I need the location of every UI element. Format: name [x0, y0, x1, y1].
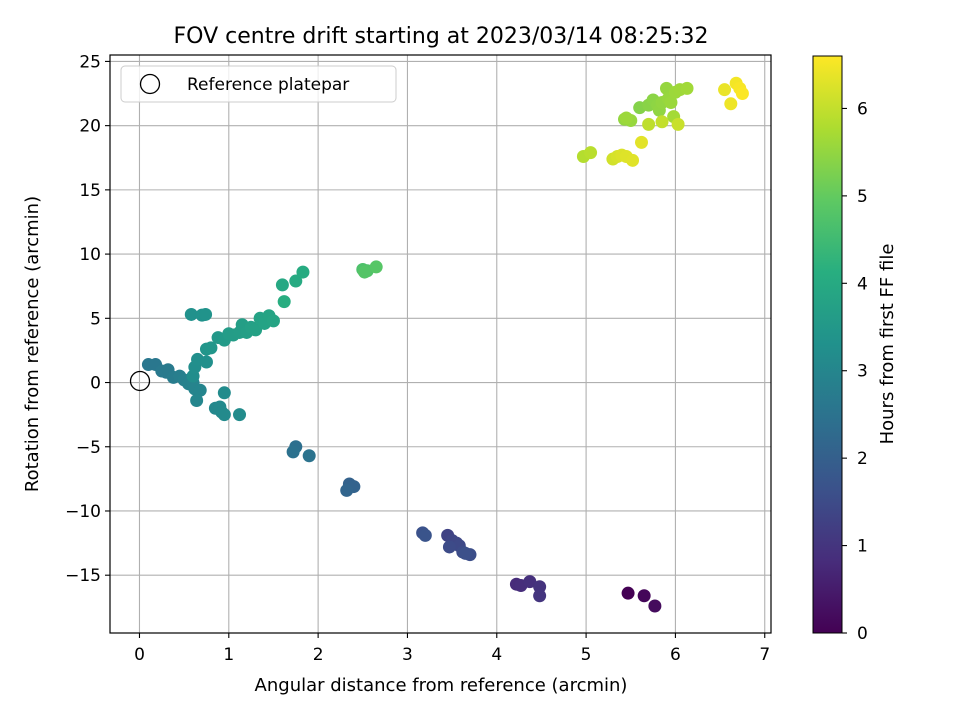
colorbar-tick-label: 4: [857, 274, 868, 294]
y-tick-label: −10: [65, 502, 101, 522]
legend-box: [120, 65, 397, 103]
y-tick-label: 15: [79, 181, 101, 201]
data-point: [621, 586, 635, 600]
data-point: [249, 323, 263, 337]
colorbar-gradient: [812, 55, 843, 634]
data-point: [523, 575, 537, 589]
colorbar-tick-label: 3: [857, 362, 868, 382]
data-point: [418, 528, 432, 542]
y-axis-label: Rotation from reference (arcmin): [22, 196, 43, 492]
colorbar-tick-label: 0: [857, 624, 868, 644]
data-point: [642, 117, 656, 131]
colorbar-tick-label: 6: [857, 99, 868, 119]
y-axis-ticks: −15 −10 −5 0 5 10 15 20 25: [65, 52, 110, 586]
data-point: [275, 278, 289, 292]
data-point: [584, 146, 598, 160]
data-point: [289, 274, 303, 288]
reference-platepar-marker: [129, 370, 151, 392]
data-point: [735, 87, 749, 101]
data-point: [718, 83, 732, 97]
x-axis-label: Angular distance from reference (arcmin): [255, 675, 628, 696]
x-tick-label: 2: [313, 645, 324, 665]
x-tick-label: 7: [759, 645, 770, 665]
data-point: [648, 599, 662, 613]
data-point: [459, 546, 473, 560]
data-point: [233, 408, 247, 422]
x-tick-label: 4: [491, 645, 502, 665]
data-point: [637, 589, 651, 603]
y-tick-label: 0: [90, 374, 101, 394]
y-tick-label: 10: [79, 245, 101, 265]
data-point: [286, 445, 300, 459]
data-point: [724, 97, 738, 111]
data-point: [369, 260, 383, 274]
x-tick-label: 3: [402, 645, 413, 665]
data-points: [141, 76, 749, 613]
x-axis-ticks: 0 1 2 3 4 5 6 7: [134, 633, 770, 665]
data-point: [664, 96, 678, 110]
data-point: [217, 386, 231, 400]
data-point: [199, 355, 213, 369]
data-point: [190, 394, 204, 408]
data-point: [533, 580, 547, 594]
y-gridlines: [110, 60, 771, 576]
colorbar-ticks: 0 1 2 3 4 5 6: [842, 99, 868, 644]
x-tick-label: 6: [670, 645, 681, 665]
data-point: [619, 111, 633, 125]
data-point: [302, 449, 316, 463]
y-tick-label: −5: [76, 438, 101, 458]
colorbar-tick-label: 5: [857, 187, 868, 207]
data-point: [533, 589, 547, 603]
data-point: [634, 135, 648, 149]
data-point: [340, 483, 354, 497]
chart-title: FOV centre drift starting at 2023/03/14 …: [174, 24, 709, 49]
data-point: [199, 307, 213, 321]
data-point: [296, 265, 310, 279]
data-point: [184, 307, 198, 321]
data-point: [277, 295, 291, 309]
colorbar-tick-label: 1: [857, 537, 868, 557]
data-point: [193, 383, 207, 397]
data-point: [680, 81, 694, 95]
colorbar-tick-label: 2: [857, 449, 868, 469]
data-point: [442, 540, 456, 554]
colorbar: 0 1 2 3 4 5 6 Hours from first FF file: [812, 55, 898, 644]
x-tick-label: 5: [581, 645, 592, 665]
data-point: [626, 153, 640, 167]
legend-label: Reference platepar: [187, 75, 349, 95]
data-point: [217, 408, 231, 422]
x-tick-label: 0: [134, 645, 145, 665]
y-tick-label: 25: [79, 52, 101, 72]
legend-marker: [139, 73, 161, 95]
y-tick-label: −15: [65, 566, 101, 586]
x-tick-label: 1: [223, 645, 234, 665]
data-point: [671, 117, 685, 131]
data-point: [204, 341, 218, 355]
data-point: [358, 265, 372, 279]
y-tick-label: 5: [90, 309, 101, 329]
legend: Reference platepar: [120, 65, 397, 103]
colorbar-label: Hours from first FF file: [877, 244, 898, 445]
data-point: [655, 115, 669, 129]
plot-frame: [109, 54, 772, 634]
y-tick-label: 20: [79, 117, 101, 137]
data-point: [266, 314, 280, 328]
